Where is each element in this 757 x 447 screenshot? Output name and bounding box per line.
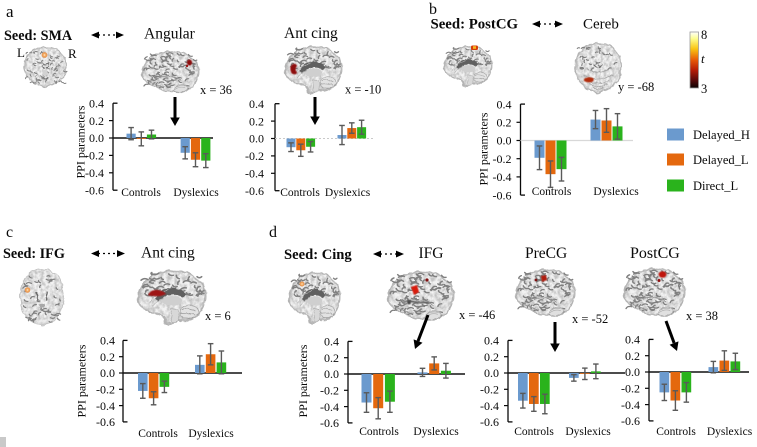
svg-text:Delayed_L: Delayed_L [693, 153, 749, 167]
svg-text:0.4: 0.4 [89, 96, 104, 110]
svg-text:-0.4: -0.4 [621, 398, 640, 412]
svg-text:Controls: Controls [532, 186, 572, 198]
svg-text:PreCG: PreCG [525, 245, 567, 262]
svg-text:PostCG: PostCG [630, 245, 680, 262]
svg-text:b: b [429, 1, 437, 18]
svg-text:-0.4: -0.4 [320, 400, 339, 414]
svg-text:t: t [701, 51, 705, 66]
svg-text:0.2: 0.2 [100, 350, 115, 364]
svg-text:R: R [68, 46, 77, 61]
svg-text:0.4: 0.4 [324, 335, 339, 349]
svg-text:PPI parameters: PPI parameters [477, 112, 491, 185]
svg-text:x = 38: x = 38 [686, 309, 718, 323]
svg-text:0.4: 0.4 [497, 97, 512, 111]
svg-text:-0.4: -0.4 [245, 167, 264, 181]
svg-text:-0.4: -0.4 [85, 166, 104, 180]
svg-text:-0.2: -0.2 [245, 149, 264, 163]
svg-text:Controls: Controls [359, 426, 399, 438]
svg-text:Dyslexics: Dyslexics [413, 426, 459, 438]
svg-text:c: c [6, 224, 13, 241]
svg-text:Controls: Controls [280, 187, 320, 199]
svg-text:Controls: Controls [514, 426, 554, 438]
svg-text:0.0: 0.0 [484, 366, 499, 380]
svg-text:-0.2: -0.2 [621, 382, 640, 396]
svg-text:Dyslexics: Dyslexics [707, 426, 753, 438]
svg-text:0.2: 0.2 [324, 351, 339, 365]
svg-text:0.2: 0.2 [89, 114, 104, 128]
svg-text:PPI parameters: PPI parameters [296, 344, 310, 417]
svg-text:PPI parameters: PPI parameters [75, 344, 89, 417]
svg-text:Seed: PostCG: Seed: PostCG [431, 17, 519, 33]
svg-text:Seed: SMA: Seed: SMA [4, 28, 73, 44]
svg-text:x = -46: x = -46 [459, 308, 495, 322]
svg-text:PPI parameters: PPI parameters [74, 105, 88, 178]
svg-text:x = -10: x = -10 [345, 83, 381, 97]
svg-text:-0.6: -0.6 [245, 184, 264, 198]
svg-text:x = 6: x = 6 [205, 309, 231, 323]
svg-text:0.4: 0.4 [249, 97, 264, 111]
svg-text:0.2: 0.2 [497, 116, 512, 130]
svg-text:Dyslexics: Dyslexics [565, 426, 611, 438]
svg-text:-0.4: -0.4 [480, 399, 499, 413]
svg-text:0.0: 0.0 [497, 134, 512, 148]
svg-text:IFG: IFG [419, 245, 444, 262]
svg-text:y = -68: y = -68 [618, 80, 654, 94]
svg-text:x = 36: x = 36 [200, 83, 232, 97]
svg-text:-0.2: -0.2 [96, 383, 115, 397]
svg-text:x = -52: x = -52 [572, 312, 608, 326]
svg-text:Controls: Controls [656, 426, 696, 438]
svg-text:-0.2: -0.2 [480, 383, 499, 397]
svg-text:a: a [6, 2, 14, 21]
svg-text:0.4: 0.4 [484, 334, 499, 348]
svg-text:Dyslexics: Dyslexics [173, 187, 219, 199]
svg-text:-0.6: -0.6 [85, 183, 104, 197]
svg-text:-0.6: -0.6 [480, 415, 499, 429]
svg-text:0.0: 0.0 [324, 367, 339, 381]
svg-text:-0.6: -0.6 [493, 188, 512, 202]
svg-text:0.0: 0.0 [89, 131, 104, 145]
svg-text:-0.6: -0.6 [621, 414, 640, 428]
svg-text:-0.6: -0.6 [96, 415, 115, 429]
svg-text:0.2: 0.2 [484, 350, 499, 364]
svg-text:Ant cing: Ant cing [141, 245, 195, 262]
svg-text:-0.2: -0.2 [85, 149, 104, 163]
svg-text:d: d [269, 224, 277, 241]
svg-text:3: 3 [701, 82, 707, 96]
svg-text:-0.4: -0.4 [96, 399, 115, 413]
svg-text:L: L [17, 45, 25, 60]
svg-text:8: 8 [701, 28, 707, 42]
svg-text:0.4: 0.4 [625, 333, 640, 347]
svg-text:Seed: IFG: Seed: IFG [3, 246, 65, 262]
svg-text:Dyslexics: Dyslexics [325, 187, 371, 199]
svg-text:-0.6: -0.6 [320, 416, 339, 430]
svg-text:Delayed_H: Delayed_H [693, 128, 750, 142]
svg-text:Dyslexics: Dyslexics [188, 428, 234, 440]
svg-text:0.0: 0.0 [249, 132, 264, 146]
svg-text:Ant cing: Ant cing [284, 25, 338, 42]
svg-text:Controls: Controls [121, 187, 161, 199]
svg-text:Cereb: Cereb [583, 17, 619, 33]
svg-text:0.0: 0.0 [100, 366, 115, 380]
svg-text:Seed: Cing: Seed: Cing [284, 247, 352, 263]
svg-text:0.2: 0.2 [249, 114, 264, 128]
svg-text:0.4: 0.4 [100, 334, 115, 348]
svg-text:0.2: 0.2 [625, 349, 640, 363]
svg-text:0.0: 0.0 [625, 365, 640, 379]
svg-text:Dyslexics: Dyslexics [593, 186, 639, 198]
svg-text:Direct_L: Direct_L [693, 179, 738, 193]
svg-text:Controls: Controls [138, 428, 178, 440]
svg-text:-0.2: -0.2 [320, 384, 339, 398]
svg-text:Angular: Angular [144, 26, 196, 43]
svg-text:-0.2: -0.2 [493, 152, 512, 166]
svg-text:-0.4: -0.4 [493, 170, 512, 184]
